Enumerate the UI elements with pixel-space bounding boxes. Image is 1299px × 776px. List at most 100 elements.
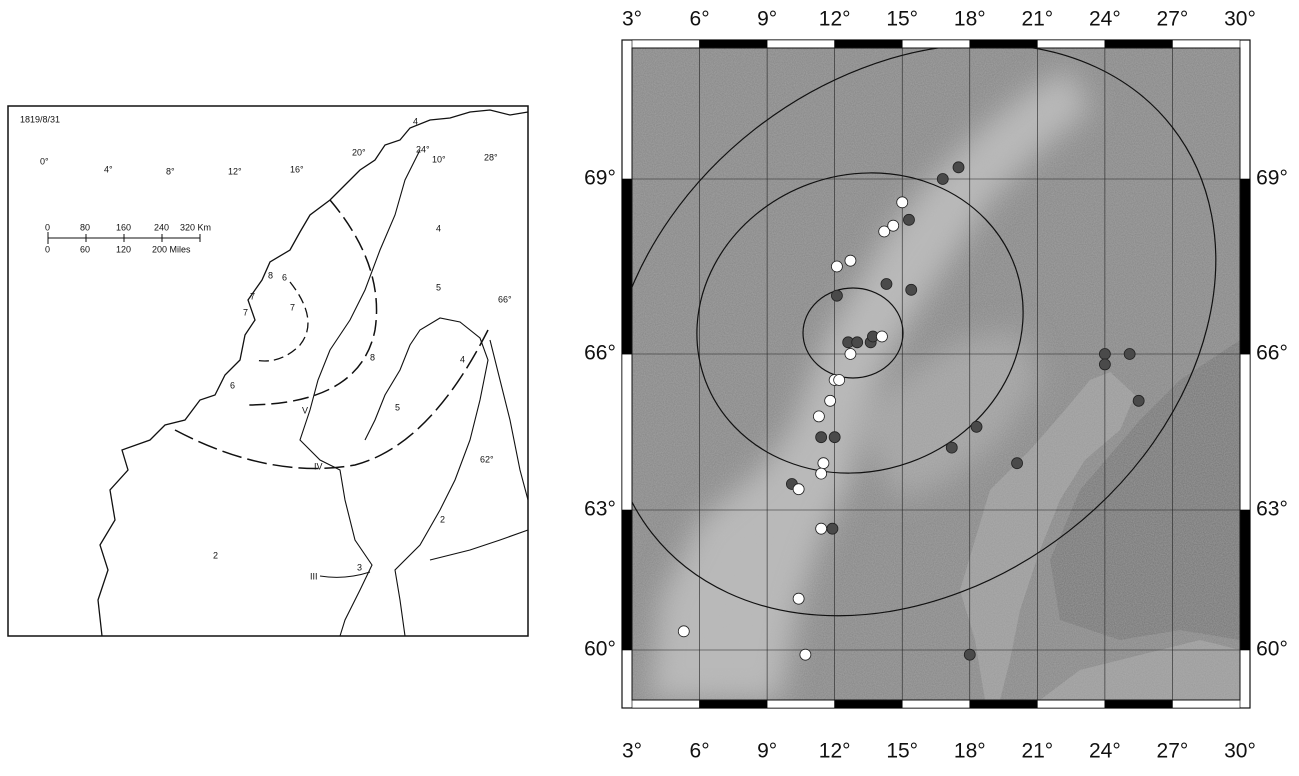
lon-tick-label: 15° bbox=[886, 8, 918, 31]
frame-bar bbox=[632, 40, 700, 48]
lon-tick-label: 9° bbox=[757, 8, 777, 31]
lon-tick-label: 6° bbox=[690, 740, 710, 763]
intensity-label: 4 bbox=[436, 223, 441, 233]
scale-label: 80 bbox=[80, 222, 90, 232]
lon-tick-label: 24° bbox=[1089, 740, 1121, 763]
frame-bar bbox=[622, 179, 632, 354]
lon-tick-label: 30° bbox=[1224, 8, 1256, 31]
lon-label: 0° bbox=[40, 156, 49, 166]
observation-point bbox=[852, 337, 863, 348]
lon-label: 16° bbox=[290, 164, 304, 174]
frame-bar bbox=[1105, 700, 1173, 708]
scale-label: 240 bbox=[154, 222, 169, 232]
frame-bar bbox=[1105, 40, 1173, 48]
observation-point bbox=[1012, 458, 1023, 469]
observation-point bbox=[678, 626, 689, 637]
frame-bar bbox=[767, 700, 835, 708]
lat-label: 62° bbox=[480, 454, 494, 464]
observation-point bbox=[1133, 395, 1144, 406]
observation-point bbox=[937, 174, 948, 185]
observation-point bbox=[829, 432, 840, 443]
scale-label: 200 Miles bbox=[152, 244, 191, 254]
intensity-label: 8 bbox=[370, 352, 375, 362]
observation-point bbox=[793, 593, 804, 604]
left-map-frame bbox=[8, 106, 528, 636]
observation-point bbox=[825, 395, 836, 406]
frame-bar bbox=[700, 700, 768, 708]
frame-bar bbox=[700, 40, 768, 48]
observation-point bbox=[834, 375, 845, 386]
lon-tick-label: 27° bbox=[1157, 8, 1189, 31]
lon-tick-label: 21° bbox=[1021, 8, 1053, 31]
observation-point bbox=[818, 458, 829, 469]
frame-bar bbox=[1240, 354, 1250, 510]
observation-point bbox=[903, 214, 914, 225]
intensity-label: 8 bbox=[268, 270, 273, 280]
observation-point bbox=[816, 468, 827, 479]
observation-point bbox=[800, 649, 811, 660]
frame-bar bbox=[1172, 40, 1240, 48]
scale-label: 320 Km bbox=[180, 222, 211, 232]
scale-label: 0 bbox=[45, 244, 50, 254]
intensity-label: IV bbox=[314, 461, 323, 471]
lat-tick-label: 63° bbox=[1256, 498, 1288, 521]
observation-point bbox=[881, 279, 892, 290]
lat-tick-label: 66° bbox=[584, 342, 616, 365]
frame-bar bbox=[970, 700, 1038, 708]
observation-point bbox=[876, 331, 887, 342]
observation-point bbox=[897, 197, 908, 208]
lon-tick-label: 3° bbox=[622, 740, 642, 763]
frame-bar bbox=[767, 40, 835, 48]
observation-point bbox=[971, 421, 982, 432]
observation-point bbox=[831, 290, 842, 301]
event-date: 1819/8/31 bbox=[20, 114, 60, 124]
frame-bar bbox=[622, 354, 632, 510]
lon-tick-label: 12° bbox=[819, 8, 851, 31]
observation-point bbox=[906, 284, 917, 295]
frame-bar bbox=[622, 510, 632, 650]
intensity-label: 2 bbox=[213, 550, 218, 560]
lon-label: 28° bbox=[484, 152, 498, 162]
intensity-label: 7 bbox=[243, 307, 248, 317]
observation-point bbox=[831, 261, 842, 272]
observation-point bbox=[845, 349, 856, 360]
lon-tick-label: 3° bbox=[622, 8, 642, 31]
frame-bar bbox=[1240, 510, 1250, 650]
lat-tick-label: 63° bbox=[584, 498, 616, 521]
frame-bar bbox=[1172, 700, 1240, 708]
scale-label: 120 bbox=[116, 244, 131, 254]
lon-tick-label: 18° bbox=[954, 8, 986, 31]
lon-tick-label: 15° bbox=[886, 740, 918, 763]
lon-tick-label: 9° bbox=[757, 740, 777, 763]
observation-point bbox=[813, 411, 824, 422]
observation-point bbox=[946, 442, 957, 453]
scale-label: 160 bbox=[116, 222, 131, 232]
frame-bar bbox=[835, 40, 903, 48]
lat-tick-label: 66° bbox=[1256, 342, 1288, 365]
lon-label: 8° bbox=[166, 166, 175, 176]
lat-tick-label: 60° bbox=[584, 638, 616, 661]
observation-point bbox=[816, 523, 827, 534]
frame-bar bbox=[835, 700, 903, 708]
lon-label: 4° bbox=[104, 164, 113, 174]
intensity-label: III bbox=[310, 571, 318, 581]
lon-label: 20° bbox=[352, 147, 366, 157]
intensity-label: 5 bbox=[395, 402, 400, 412]
relief-map bbox=[495, 0, 1299, 734]
intensity-label: 6 bbox=[282, 272, 287, 282]
intensity-label: 4 bbox=[413, 116, 418, 126]
lat-label: 66° bbox=[498, 294, 512, 304]
intensity-label: 7 bbox=[290, 302, 295, 312]
observation-point bbox=[816, 432, 827, 443]
lon-tick-label: 21° bbox=[1021, 740, 1053, 763]
observation-point bbox=[1099, 359, 1110, 370]
lat-tick-label: 69° bbox=[584, 167, 616, 190]
observation-point bbox=[1124, 349, 1135, 360]
observation-point bbox=[845, 255, 856, 266]
historical-map: 1819/8/31 0° 4° 8° 12° 16° 20° 24° 10° 2… bbox=[8, 106, 528, 636]
scale-label: 60 bbox=[80, 244, 90, 254]
lon-tick-label: 24° bbox=[1089, 8, 1121, 31]
intensity-label: 4 bbox=[460, 354, 465, 364]
lon-label: 12° bbox=[228, 166, 242, 176]
lon-tick-label: 18° bbox=[954, 740, 986, 763]
